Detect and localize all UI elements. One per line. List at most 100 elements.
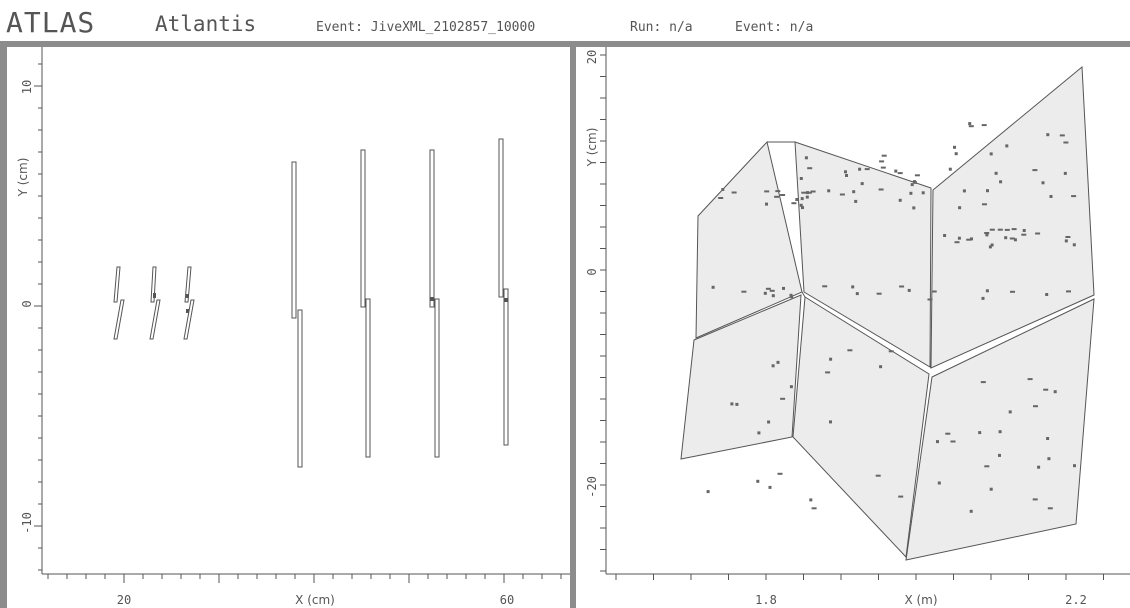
hit-mark: [999, 180, 1003, 184]
hit-mark: [899, 285, 905, 288]
hit-mark: [981, 124, 987, 127]
hit-mark: [898, 495, 904, 498]
hit-mark: [776, 360, 780, 364]
hit-mark: [430, 297, 434, 301]
hit-mark: [764, 190, 770, 193]
y-tick-label-minus10: -10: [20, 512, 34, 534]
hit-mark: [851, 285, 855, 289]
hit-mark: [829, 420, 832, 424]
hit-mark: [765, 287, 771, 290]
hit-mark: [985, 289, 989, 293]
hit-mark: [1037, 465, 1041, 469]
hit-mark: [718, 197, 724, 199]
hit-mark: [953, 145, 956, 149]
hit-mark: [1073, 464, 1076, 468]
hit-mark: [962, 189, 966, 193]
hit-mark: [989, 152, 993, 156]
hit-mark: [1063, 141, 1069, 144]
hit-mark: [998, 430, 1002, 434]
hit-mark: [968, 122, 972, 126]
hit-mark: [780, 194, 786, 196]
hit-mark: [789, 385, 793, 389]
hit-mark: [806, 191, 812, 194]
hit-mark: [809, 498, 813, 502]
hit-mark: [844, 170, 847, 174]
hit-mark: [1021, 233, 1027, 236]
hit-mark: [827, 189, 831, 193]
hit-mark: [1033, 405, 1038, 408]
hit-mark: [913, 180, 917, 184]
hit-mark: [894, 169, 898, 173]
hit-mark: [966, 238, 972, 241]
hit-mark: [1049, 195, 1053, 198]
hit-mark: [948, 167, 952, 171]
hit-mark: [775, 190, 781, 193]
hit-mark: [805, 195, 809, 199]
y-tick-label-10: 10: [20, 80, 34, 94]
hit-mark: [807, 167, 813, 170]
hit-mark: [1011, 228, 1017, 231]
y-axis-label: Y (cm): [585, 128, 599, 168]
hit-mark: [921, 191, 925, 195]
hit-mark: [825, 371, 831, 374]
hit-mark: [1004, 228, 1010, 231]
hit-mark: [768, 485, 772, 489]
app-name: Atlantis: [155, 12, 257, 36]
hit-mark: [1043, 388, 1049, 391]
hit-mark: [756, 479, 760, 483]
hit-mark: [847, 349, 853, 352]
x-tick-label-20: 20: [117, 593, 131, 607]
hit-mark: [804, 156, 808, 160]
x-tick-label-2.2: 2.2: [1065, 593, 1087, 607]
hit-mark: [782, 286, 785, 290]
hit-mark: [989, 487, 993, 491]
y-tick-label-20: 20: [585, 50, 599, 64]
hit-mark: [1005, 144, 1009, 148]
hit-mark: [943, 234, 947, 237]
module-upper-right: [930, 65, 1095, 369]
hit-mark: [914, 174, 920, 177]
hit-mark: [1027, 378, 1033, 381]
hit-mark: [875, 474, 881, 477]
hit-mark: [1032, 169, 1038, 172]
hit-mark: [954, 152, 958, 156]
hit-mark: [789, 293, 793, 297]
hit-mark: [735, 402, 739, 406]
hit-mark: [957, 236, 961, 240]
hit-mark: [845, 174, 848, 177]
hit-mark: [1008, 410, 1012, 414]
hit-mark: [879, 365, 883, 369]
hit-mark: [800, 197, 804, 201]
hit-mark: [1064, 239, 1068, 243]
hit-mark: [771, 364, 775, 368]
module-gap: [801, 291, 806, 298]
hit-mark: [810, 190, 816, 193]
hit-mark: [954, 241, 960, 244]
hit-mark: [767, 420, 771, 424]
hit-mark: [706, 490, 710, 494]
hit-mark: [757, 431, 761, 435]
x-tick-label-1.8: 1.8: [755, 593, 777, 607]
hit-mark: [937, 481, 941, 485]
hit-mark: [989, 228, 995, 231]
hit-mark: [795, 198, 799, 201]
hit-mark: [912, 206, 916, 210]
hit-mark: [945, 432, 951, 435]
hit-mark: [998, 453, 1001, 457]
hit-mark: [994, 171, 998, 175]
right-view-panel[interactable]: 20 0 -20 Y (cm) 1.8 X (m) 2.2: [576, 47, 1130, 608]
hit-mark: [854, 199, 858, 203]
hit-mark: [990, 243, 994, 247]
hit-mark: [858, 167, 862, 171]
sct-stave-4a: [498, 138, 504, 298]
hit-mark: [1072, 243, 1076, 247]
hit-mark: [969, 509, 973, 513]
hit-mark: [864, 168, 870, 171]
hit-mark: [771, 294, 775, 298]
pixel-stave-2a: [150, 266, 157, 303]
hit-mark: [1059, 134, 1065, 137]
hit-mark: [1004, 236, 1008, 240]
sct-stave-1b: [297, 309, 303, 468]
event-name: Event: JiveXML_2102857_10000: [316, 20, 536, 35]
left-view-panel[interactable]: 10 0 -10 Y (cm) 20 X (cm) 60: [7, 47, 570, 608]
